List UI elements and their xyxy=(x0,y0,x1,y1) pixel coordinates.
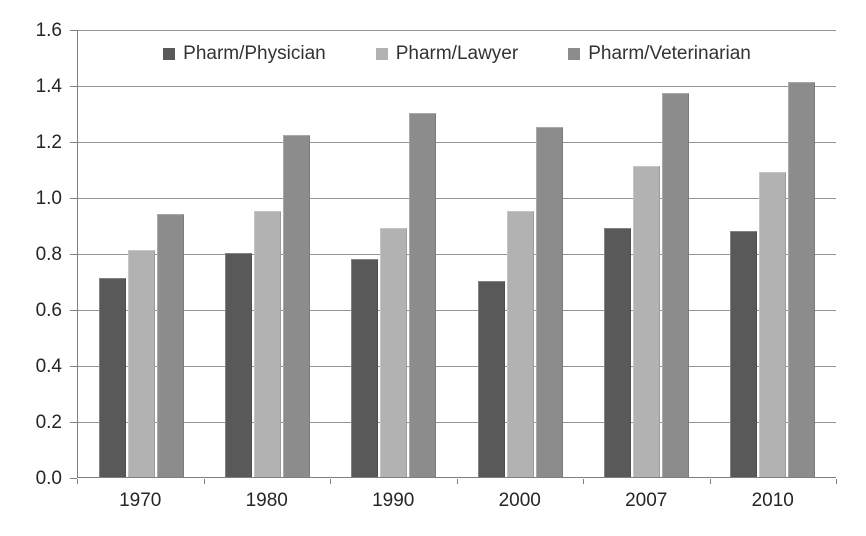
x-axis-tick-mark xyxy=(709,479,711,484)
bar-pharm-physician-1990 xyxy=(351,258,379,477)
x-axis-category-label: 2007 xyxy=(625,490,668,511)
bar-groups xyxy=(78,30,836,477)
bar-pharm-veterinarian-1970 xyxy=(156,213,184,477)
bar-pharm-physician-1980 xyxy=(224,253,252,477)
bar-pharm-lawyer-1970 xyxy=(127,250,155,477)
x-axis-tick-mark xyxy=(330,479,331,484)
bar-pharm-veterinarian-1980 xyxy=(282,135,310,477)
y-axis-tick-label: 0.6 xyxy=(35,300,62,321)
bar-pharm-lawyer-2007 xyxy=(632,166,660,477)
x-axis-tick-mark xyxy=(77,479,78,484)
legend-label: Pharm/Lawyer xyxy=(395,43,519,64)
y-axis-tick-mark xyxy=(70,310,77,311)
x-axis-tick-mark xyxy=(203,479,205,484)
x-axis-tick-mark xyxy=(456,479,458,484)
legend-swatch-icon xyxy=(375,48,388,60)
bar-group-1990 xyxy=(331,30,457,477)
y-axis-tick-label: 0.2 xyxy=(35,412,62,433)
x-axis-category-label: 1980 xyxy=(245,490,288,511)
bar-group-1980 xyxy=(204,30,330,477)
legend-swatch-icon xyxy=(568,48,581,60)
x-axis-labels: 1970 1980 1990 2000 2007 2010 xyxy=(77,490,836,512)
bar-pharm-veterinarian-2010 xyxy=(788,82,816,477)
bar-pharm-physician-2007 xyxy=(603,227,631,477)
legend-item-pharm-lawyer: Pharm/Lawyer xyxy=(375,43,519,65)
x-axis-tick-mark xyxy=(583,479,584,484)
x-axis-category-label: 1970 xyxy=(119,490,162,511)
bar-pharm-veterinarian-1990 xyxy=(409,113,437,477)
y-axis-tick-label: 1.4 xyxy=(35,76,62,97)
gridline xyxy=(78,86,836,87)
y-axis-tick-mark xyxy=(70,30,77,31)
bar-pharm-veterinarian-2000 xyxy=(535,127,563,477)
bar-pharm-veterinarian-2007 xyxy=(661,93,689,477)
bar-pharm-physician-1970 xyxy=(98,278,126,477)
gridline xyxy=(78,30,836,31)
plot-area: Pharm/Physician Pharm/Lawyer Pharm/Veterin… xyxy=(77,30,836,478)
y-axis-tick-label: 0.4 xyxy=(35,356,62,377)
x-axis-category-label: 1990 xyxy=(372,490,415,511)
bar-pharm-lawyer-2010 xyxy=(759,171,787,477)
legend-item-pharm-veterinarian: Pharm/Veterinarian xyxy=(568,43,751,65)
y-axis-tick-label: 1.0 xyxy=(35,188,62,209)
y-axis-tick-mark xyxy=(70,422,77,423)
bar-pharm-lawyer-2000 xyxy=(506,211,534,477)
y-axis-tick-mark xyxy=(70,198,77,199)
legend: Pharm/Physician Pharm/Lawyer Pharm/Veterin… xyxy=(78,42,836,66)
gridline xyxy=(78,310,836,311)
y-axis-tick-label: 1.2 xyxy=(35,132,62,153)
legend-label: Pharm/Physician xyxy=(183,43,326,64)
bar-group-2010 xyxy=(710,30,836,477)
legend-item-pharm-physician: Pharm/Physician xyxy=(163,43,326,65)
y-axis-tick-mark xyxy=(70,254,77,255)
y-axis-tick-mark xyxy=(70,366,77,367)
bar-pharm-lawyer-1980 xyxy=(253,211,281,477)
legend-label: Pharm/Veterinarian xyxy=(588,43,751,64)
y-axis-tick-label: 0.0 xyxy=(35,468,62,489)
gridline xyxy=(78,254,836,255)
gridline xyxy=(78,198,836,199)
bar-pharm-physician-2010 xyxy=(730,230,758,477)
gridline xyxy=(78,422,836,423)
y-axis-tick-label: 1.6 xyxy=(35,20,62,41)
y-axis-tick-mark xyxy=(70,478,77,479)
bar-group-1970 xyxy=(78,30,204,477)
gridline xyxy=(78,142,836,143)
bar-group-2007 xyxy=(583,30,709,477)
y-axis-tick-label: 0.8 xyxy=(35,244,62,265)
gridline xyxy=(78,366,836,367)
bar-pharm-lawyer-1990 xyxy=(380,227,408,477)
bar-pharm-physician-2000 xyxy=(477,281,505,477)
x-axis-category-label: 2000 xyxy=(498,490,541,511)
x-axis-tick-mark xyxy=(836,479,837,484)
legend-swatch-icon xyxy=(163,48,176,60)
bar-group-2000 xyxy=(457,30,583,477)
y-axis-tick-mark xyxy=(70,142,77,143)
y-axis-tick-mark xyxy=(70,86,77,87)
x-axis-category-label: 2010 xyxy=(751,490,794,511)
